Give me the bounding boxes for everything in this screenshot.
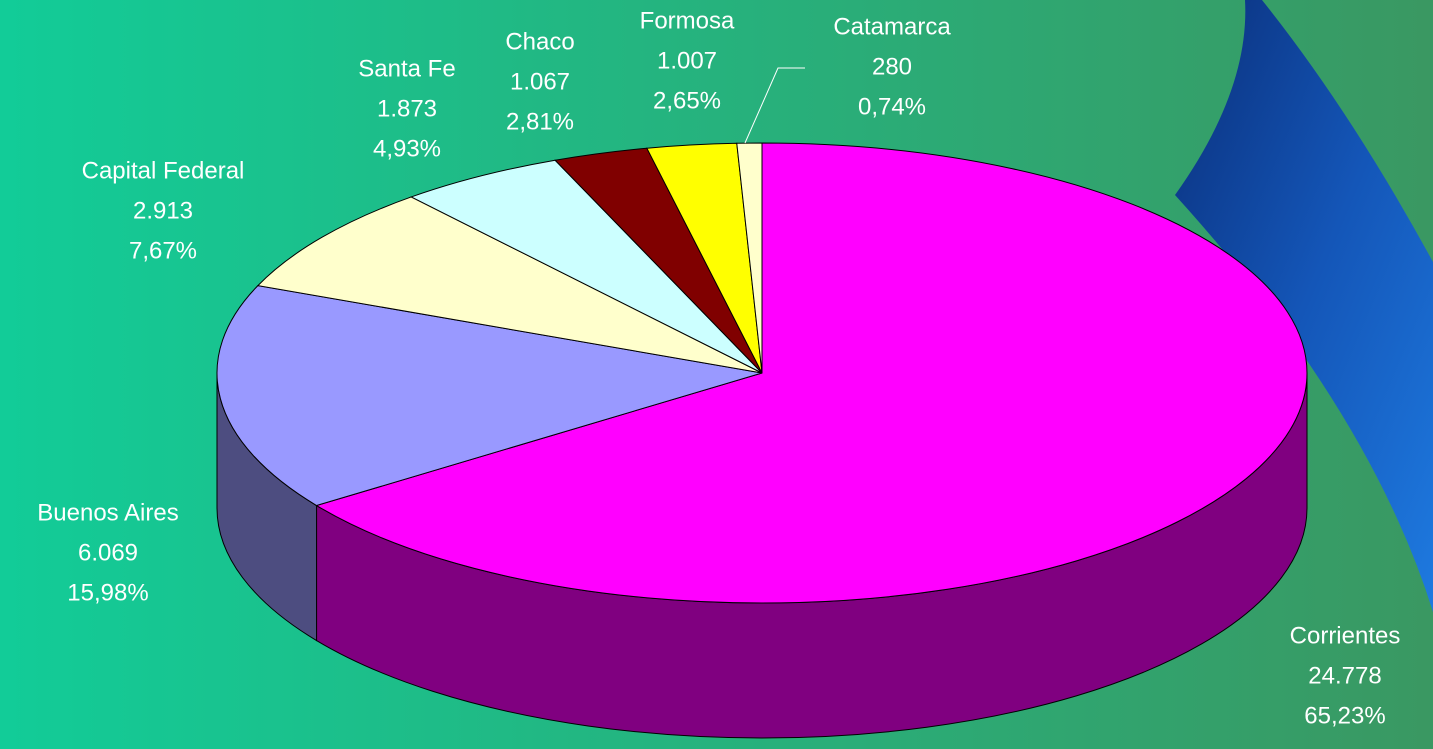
category-label: Catamarca [833,13,951,40]
category-label: Chaco [505,28,574,55]
category-label: Santa Fe [358,55,455,82]
decorative-swoosh [1175,0,1433,612]
category-label: Formosa [640,7,735,34]
value-label: 1.007 [657,47,717,74]
percentage-label: 0,74% [858,93,926,120]
slice [216,285,763,507]
percentage-label: 7,67% [129,237,197,264]
slice [736,142,763,374]
percentage-label: 4,93% [373,135,441,162]
value-label: 24.778 [1308,662,1381,689]
value-label: 1.067 [510,68,570,95]
value-label: 2.913 [133,197,193,224]
slice [315,142,1308,604]
labels: Corrientes 24.778 65,23% Buenos Aires 6.069 1… [37,7,1400,729]
slice [256,196,763,374]
value-label: 6.069 [78,539,138,566]
percentage-label: 2,65% [653,87,721,114]
pie [216,142,1308,739]
category-label: Corrientes [1290,622,1401,649]
percentage-label: 65,23% [1304,702,1385,729]
percentage-label: 15,98% [67,579,148,606]
leader-line [744,67,805,144]
percentage-label: 2,81% [506,108,574,135]
category-label: Buenos Aires [37,499,178,526]
category-label: Capital Federal [82,157,245,184]
slice [409,159,763,374]
value-label: 280 [872,53,912,80]
value-label: 1.873 [377,95,437,122]
